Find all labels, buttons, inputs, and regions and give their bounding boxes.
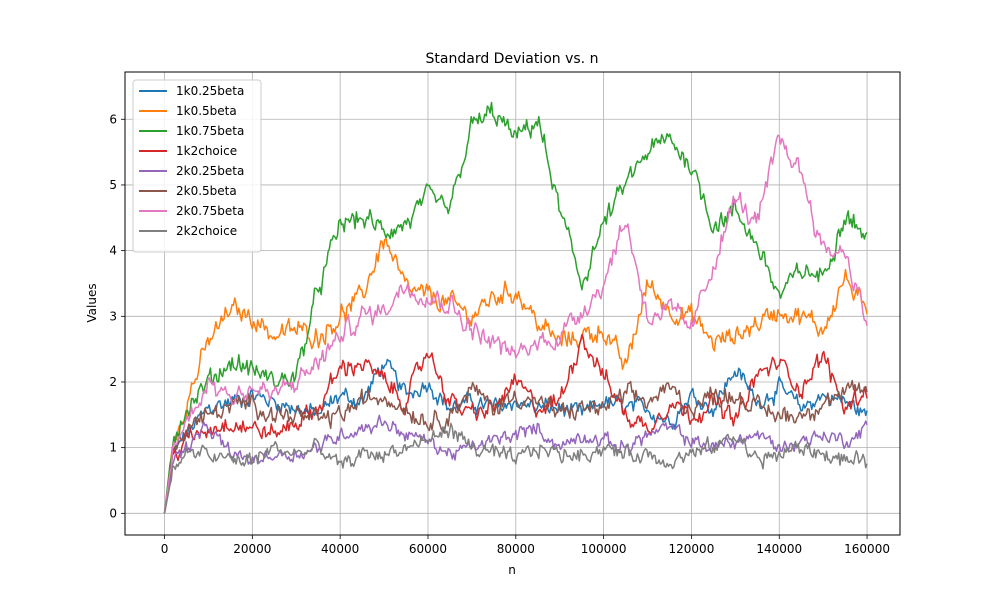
series-line-1k0.75beta [163, 101, 868, 514]
series-line-2k0.75beta [163, 134, 868, 514]
legend-label: 2k0.5beta [176, 184, 237, 198]
series-line-1k0.5beta [163, 238, 868, 514]
legend-label: 2k0.75beta [176, 204, 244, 218]
series-line-2k2choice [163, 422, 868, 514]
y-tick-label: 2 [109, 375, 117, 389]
y-tick-label: 4 [109, 244, 117, 258]
y-tick-label: 3 [109, 309, 117, 323]
y-tick-label: 5 [109, 178, 117, 192]
legend-label: 1k0.25beta [176, 84, 244, 98]
legend-label: 1k0.75beta [176, 124, 244, 138]
legend-box [132, 79, 262, 253]
x-tick-label: 80000 [497, 542, 535, 556]
x-tick-label: 20000 [233, 542, 271, 556]
grid [125, 72, 900, 535]
y-axis: 0 1 2 3 4 5 6 [109, 112, 125, 520]
x-tick-label: 120000 [669, 542, 715, 556]
x-tick-label: 40000 [321, 542, 359, 556]
y-tick-label: 1 [109, 441, 117, 455]
x-axis: 0 20000 40000 60000 80000 100000 120000 140000 1… [161, 535, 890, 556]
chart-title: Standard Deviation vs. n [426, 51, 599, 67]
legend-label: 2k0.25beta [176, 164, 244, 178]
x-tick-label: 60000 [409, 542, 447, 556]
plot-frame [124, 71, 901, 536]
legend-label: 1k0.5beta [176, 104, 237, 118]
legend-label: 2k2choice [176, 224, 237, 238]
y-tick-label: 6 [109, 112, 117, 126]
series-line-1k2choice [163, 333, 868, 514]
series-layer [163, 101, 868, 514]
x-tick-label: 0 [161, 542, 169, 556]
y-tick-label: 0 [109, 506, 117, 520]
series-line-2k0.25beta [163, 414, 868, 514]
x-axis-label: n [508, 563, 516, 577]
x-tick-label: 160000 [844, 542, 890, 556]
series-line-2k0.5beta [163, 379, 868, 514]
x-tick-label: 100000 [581, 542, 627, 556]
legend: 1k0.25beta 1k0.5beta 1k0.75beta 1k2choice 2k… [132, 79, 262, 253]
x-tick-label: 140000 [756, 542, 802, 556]
y-axis-label: Values [85, 283, 99, 322]
legend-label: 1k2choice [176, 144, 237, 158]
